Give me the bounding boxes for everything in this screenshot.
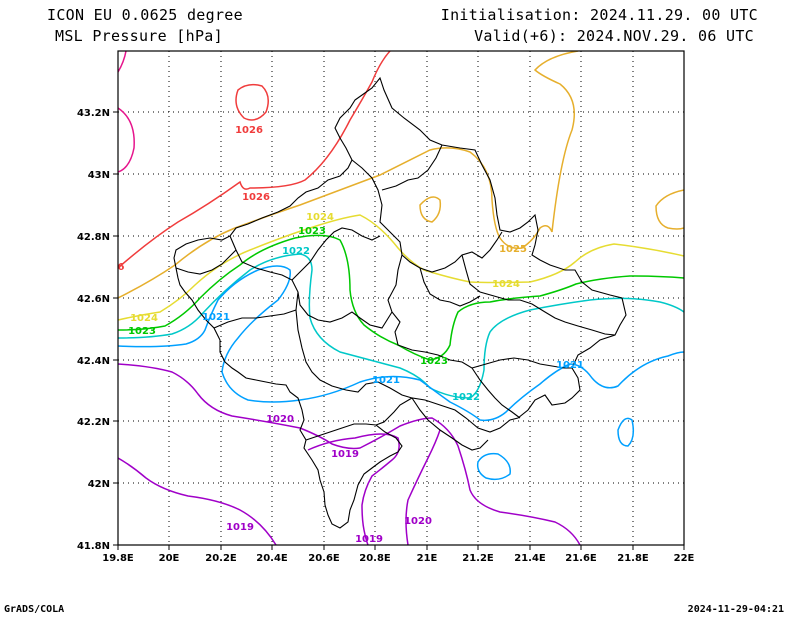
isobar-label: 1019: [226, 522, 254, 533]
lat-tick-label: 42.8N: [77, 232, 110, 243]
field-title: MSL Pressure [hPa]: [55, 27, 223, 45]
lon-tick-label: 21.4E: [514, 553, 546, 564]
isobar-label: 1026: [242, 192, 270, 203]
isobar-1021-ring2: [476, 452, 511, 481]
kosovo-border: [173, 76, 627, 529]
isobar-1025-ne: [533, 51, 579, 233]
isobar-1019-inner: [307, 433, 400, 545]
internal-border-11: [419, 267, 481, 307]
isobar-1019: [118, 457, 277, 545]
lon-tick-label: 20.2E: [205, 553, 237, 564]
lon-tick-label: 21.8E: [617, 553, 649, 564]
isobar-label: 1023: [298, 226, 326, 237]
internal-border-12: [305, 423, 377, 441]
isobar-1025-blob: [419, 196, 442, 223]
internal-border-13: [175, 249, 237, 275]
render-timestamp: 2024-11-29-04:21: [687, 604, 784, 615]
internal-border-2: [387, 254, 521, 419]
grid-lines: [118, 51, 684, 545]
internal-border-5: [213, 309, 297, 329]
tick-marks: [113, 111, 685, 550]
isobar-label: 1019: [331, 449, 359, 460]
internal-border-10: [291, 227, 381, 281]
init-time: Initialisation: 2024.11.29. 00 UTC: [440, 6, 758, 24]
isobar-label: 1021: [202, 312, 230, 323]
isobar-1022: [118, 253, 684, 399]
isobar-label: 1023: [128, 326, 156, 337]
isobar-label: 1022: [452, 392, 480, 403]
isobar-label: 1024: [306, 212, 334, 223]
valid-time: Valid(+6): 2024.NOV.29. 06 UTC: [474, 27, 754, 45]
map-frame: [117, 50, 685, 546]
contour-labels: 1026 1026 1024 1025 1023 1022 1024 1023 …: [118, 125, 584, 545]
credit-label: GrADS/COLA: [4, 604, 65, 615]
isobar-1027b: [118, 107, 135, 173]
lat-tick-label: 43.2N: [77, 108, 110, 119]
lon-tick-label: 20.6E: [308, 553, 340, 564]
internal-border-6: [381, 144, 443, 191]
internal-border-3: [229, 235, 393, 329]
lon-tick-label: 20.4E: [256, 553, 288, 564]
isobar-1021-ring1: [617, 417, 635, 447]
internal-border-8: [471, 357, 572, 369]
isobar-label: 1019: [355, 534, 383, 545]
isobar-label: 1026: [235, 125, 263, 136]
isobar-label: 1024: [492, 279, 520, 290]
isobar-label: 1023: [420, 356, 448, 367]
lon-tick-label: 22E: [674, 553, 695, 564]
isobar-label: 1024: [130, 313, 158, 324]
isobar-1020-south: [405, 429, 441, 545]
isobar-1020: [118, 363, 581, 545]
internal-border-7: [461, 254, 616, 336]
isobar-1024: [118, 214, 684, 321]
lon-tick-label: 20E: [159, 553, 180, 564]
isobar-label: 1021: [372, 375, 400, 386]
lat-tick-label: 42.2N: [77, 417, 110, 428]
isobar-label: 6: [118, 262, 125, 273]
lat-tick-label: 43N: [88, 170, 110, 181]
lat-tick-label: 41.8N: [77, 541, 110, 552]
isobar-label: 1025: [499, 244, 527, 255]
lat-tick-label: 42.6N: [77, 294, 110, 305]
lat-tick-label: 42N: [88, 479, 110, 490]
isobar-label: 1022: [282, 246, 310, 257]
country-borders: [173, 76, 627, 529]
isobar-1026: [118, 51, 391, 269]
isobar-label: 1021: [556, 360, 584, 371]
isobar-1025: [118, 147, 553, 299]
internal-border-9: [411, 397, 489, 451]
isobar-1027: [118, 51, 127, 73]
lon-tick-label: 21.6E: [565, 553, 597, 564]
lon-tick-label: 20.8E: [359, 553, 391, 564]
lat-tick-label: 42.4N: [77, 356, 110, 367]
isobar-1025-east: [655, 189, 684, 230]
lon-tick-label: 21.2E: [462, 553, 494, 564]
internal-border-1: [351, 159, 503, 273]
lon-tick-label: 21E: [417, 553, 438, 564]
isobar-1021: [118, 265, 684, 422]
isobar-label: 1020: [266, 414, 294, 425]
internal-border-4: [295, 291, 413, 399]
isobar-1026-ring: [235, 83, 269, 121]
isobar-label: 1020: [404, 516, 432, 527]
lon-tick-label: 19.8E: [102, 553, 134, 564]
model-title: ICON EU 0.0625 degree: [47, 6, 243, 24]
